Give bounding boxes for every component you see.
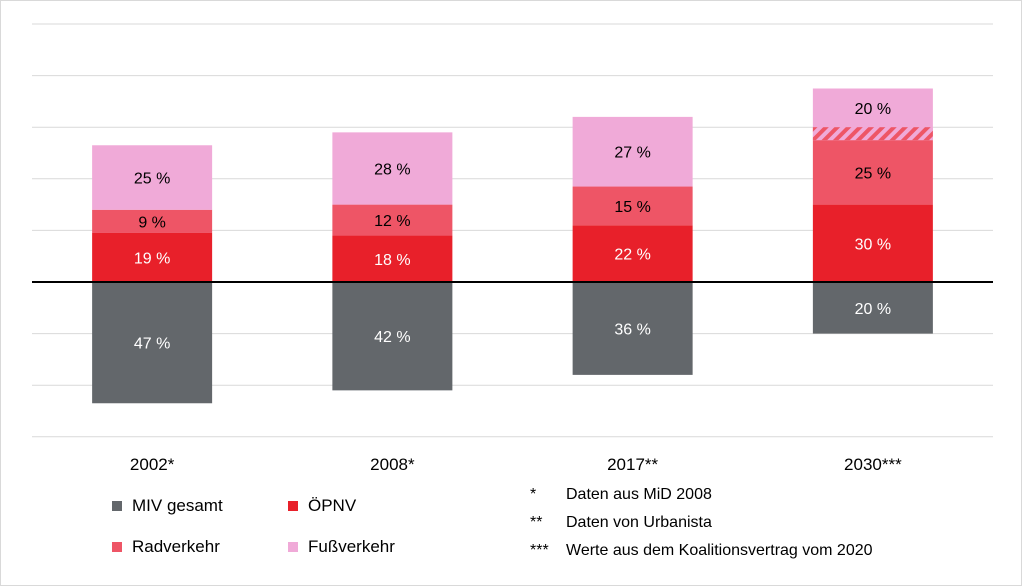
x-tick-label-1: 2008* bbox=[370, 455, 415, 474]
data-label-3-0: 25 % bbox=[134, 171, 170, 188]
bar-0-3 bbox=[812, 282, 933, 334]
bar-0-0 bbox=[92, 282, 213, 404]
data-label-1-2: 22 % bbox=[614, 247, 650, 264]
legend-swatch-rad bbox=[112, 542, 122, 552]
legend-label-fuss: Fußverkehr bbox=[308, 537, 395, 556]
legend-label-miv: MIV gesamt bbox=[132, 496, 223, 515]
bar-0-1 bbox=[332, 282, 453, 391]
legend-label-rad: Radverkehr bbox=[132, 537, 220, 556]
bar-3-1 bbox=[332, 132, 453, 205]
data-label-0-3: 20 % bbox=[855, 301, 891, 318]
data-label-1-1: 18 % bbox=[374, 252, 410, 269]
data-label-2-3: 25 % bbox=[855, 165, 891, 182]
bar-2-0 bbox=[92, 209, 213, 233]
legend-swatch-fuss bbox=[288, 542, 298, 552]
data-label-0-1: 42 % bbox=[374, 329, 410, 346]
data-label-3-1: 28 % bbox=[374, 161, 410, 178]
footnote-2-text: Daten von Urbanista bbox=[566, 514, 712, 531]
legend-item-oepnv: ÖPNV bbox=[288, 496, 356, 516]
x-tick-label-2: 2017** bbox=[607, 455, 658, 474]
footnote-2-mark: ** bbox=[530, 514, 543, 531]
data-label-0-0: 47 % bbox=[134, 336, 170, 353]
legend-item-fuss: Fußverkehr bbox=[288, 537, 395, 557]
bar-1-0 bbox=[92, 232, 213, 282]
bar-1-2 bbox=[572, 225, 693, 282]
bar-0-2 bbox=[572, 282, 693, 375]
data-label-0-2: 36 % bbox=[614, 321, 650, 338]
footnote-2: ** Daten von Urbanista bbox=[530, 514, 712, 532]
data-label-1-3: 30 % bbox=[855, 236, 891, 253]
footnote-1-text: Daten aus MiD 2008 bbox=[566, 486, 712, 503]
bar-3-2 bbox=[572, 116, 693, 187]
footnote-3-mark: *** bbox=[530, 542, 549, 559]
footnote-1: * Daten aus MiD 2008 bbox=[530, 486, 712, 504]
legend-item-miv: MIV gesamt bbox=[112, 496, 223, 516]
bar-2-2 bbox=[572, 186, 693, 226]
bar-2-1 bbox=[332, 204, 453, 236]
bar-1-1 bbox=[332, 235, 453, 282]
legend-swatch-oepnv bbox=[288, 501, 298, 511]
x-tick-label-0: 2002* bbox=[130, 455, 175, 474]
bar-1-3 bbox=[812, 204, 933, 282]
hatched-segment bbox=[812, 127, 933, 141]
bar-2-3 bbox=[812, 140, 933, 205]
legend-label-oepnv: ÖPNV bbox=[308, 496, 357, 515]
bar-3-0 bbox=[92, 145, 213, 210]
data-label-2-2: 15 % bbox=[614, 199, 650, 216]
x-tick-label-3: 2030*** bbox=[844, 455, 902, 474]
legend-item-rad: Radverkehr bbox=[112, 537, 220, 557]
stacked-bar-chart: 47 % 19 % 9 % 25 % 42 % 18 % 12 % 28 % 36 % 22 % 1… bbox=[32, 23, 993, 474]
data-label-3-2: 27 % bbox=[614, 145, 650, 162]
data-label-3-3: 20 % bbox=[855, 101, 891, 118]
data-label-1-0: 19 % bbox=[134, 250, 170, 267]
data-label-2-1: 12 % bbox=[374, 213, 410, 230]
data-label-2-0: 9 % bbox=[138, 214, 166, 231]
footnote-3-text: Werte aus dem Koalitionsvertrag vom 2020 bbox=[566, 542, 873, 559]
legend-swatch-miv bbox=[112, 501, 122, 511]
footnote-3: *** Werte aus dem Koalitionsvertrag vom 2… bbox=[530, 542, 873, 560]
footnote-1-mark: * bbox=[530, 486, 537, 503]
